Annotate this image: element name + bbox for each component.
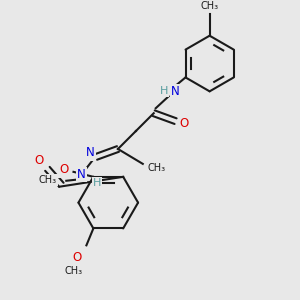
Text: CH₃: CH₃ — [39, 175, 57, 185]
Text: CH₃: CH₃ — [64, 266, 82, 276]
Text: O: O — [73, 251, 82, 264]
Text: N: N — [171, 85, 180, 98]
Text: N: N — [86, 146, 94, 159]
Text: CH₃: CH₃ — [148, 163, 166, 173]
Text: CH₃: CH₃ — [201, 1, 219, 11]
Text: N: N — [77, 168, 85, 181]
Text: H: H — [93, 178, 101, 188]
Text: O: O — [35, 154, 44, 167]
Text: O: O — [59, 164, 68, 176]
Text: H: H — [160, 86, 168, 96]
Text: O: O — [179, 117, 188, 130]
